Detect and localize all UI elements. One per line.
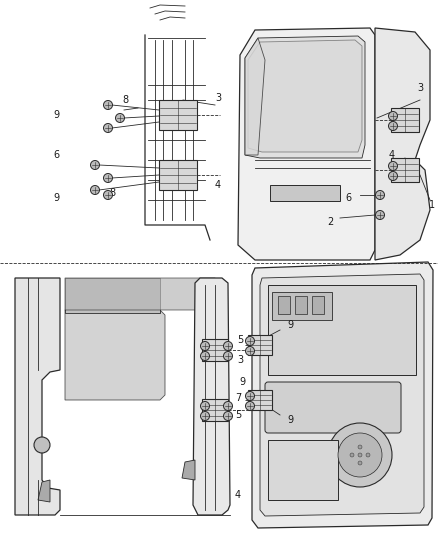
Circle shape — [389, 111, 398, 120]
Text: 9: 9 — [287, 415, 293, 425]
Text: 3: 3 — [417, 83, 423, 93]
Circle shape — [201, 351, 209, 360]
Polygon shape — [252, 262, 433, 528]
Bar — [159, 100, 197, 130]
Polygon shape — [15, 278, 60, 515]
Circle shape — [223, 351, 233, 360]
Polygon shape — [182, 460, 195, 480]
Text: 3: 3 — [215, 93, 221, 103]
Circle shape — [389, 161, 398, 171]
Bar — [391, 108, 419, 132]
Circle shape — [358, 445, 362, 449]
Circle shape — [375, 190, 385, 199]
Bar — [268, 285, 416, 375]
Circle shape — [223, 411, 233, 421]
Text: 2: 2 — [327, 217, 333, 227]
Circle shape — [246, 392, 254, 400]
Text: 9: 9 — [53, 110, 59, 120]
Bar — [312, 296, 324, 314]
Bar — [248, 335, 272, 355]
Polygon shape — [238, 28, 375, 260]
Text: 4: 4 — [389, 150, 395, 160]
Bar — [295, 296, 307, 314]
Circle shape — [358, 453, 362, 457]
Polygon shape — [248, 40, 362, 152]
Polygon shape — [65, 278, 220, 310]
Circle shape — [91, 160, 99, 169]
Bar — [270, 185, 340, 201]
Circle shape — [91, 185, 99, 195]
Bar — [202, 399, 228, 421]
Text: 6: 6 — [345, 193, 351, 203]
Circle shape — [103, 124, 113, 133]
Circle shape — [389, 172, 398, 181]
Polygon shape — [260, 274, 424, 516]
Text: 5: 5 — [237, 335, 243, 345]
Circle shape — [103, 190, 113, 199]
Text: 6: 6 — [53, 150, 59, 160]
Circle shape — [103, 174, 113, 182]
Text: 3: 3 — [237, 355, 243, 365]
Circle shape — [201, 342, 209, 351]
Text: 7: 7 — [235, 393, 241, 403]
Circle shape — [246, 346, 254, 356]
Text: 9: 9 — [287, 320, 293, 330]
Polygon shape — [65, 310, 165, 400]
Text: 8: 8 — [122, 95, 128, 105]
Text: 5: 5 — [235, 410, 241, 420]
Bar — [272, 292, 332, 320]
Bar — [202, 339, 228, 361]
FancyBboxPatch shape — [265, 382, 401, 433]
Bar — [278, 296, 290, 314]
Bar — [65, 278, 160, 313]
Polygon shape — [193, 278, 230, 515]
Circle shape — [34, 437, 50, 453]
Text: 1: 1 — [429, 200, 435, 210]
Circle shape — [116, 114, 124, 123]
Circle shape — [246, 336, 254, 345]
Polygon shape — [375, 28, 430, 260]
Text: 9: 9 — [53, 193, 59, 203]
Circle shape — [375, 211, 385, 220]
Bar — [268, 440, 338, 500]
Circle shape — [366, 453, 370, 457]
Circle shape — [350, 453, 354, 457]
Text: 8: 8 — [109, 188, 115, 198]
Circle shape — [338, 433, 382, 477]
Polygon shape — [245, 36, 365, 158]
Text: 9: 9 — [239, 377, 245, 387]
Circle shape — [103, 101, 113, 109]
Circle shape — [223, 401, 233, 410]
Bar — [248, 390, 272, 410]
Circle shape — [328, 423, 392, 487]
Bar — [391, 158, 419, 182]
Polygon shape — [38, 480, 50, 502]
Circle shape — [389, 122, 398, 131]
Circle shape — [223, 342, 233, 351]
Text: 4: 4 — [235, 490, 241, 500]
Text: 4: 4 — [215, 180, 221, 190]
Circle shape — [358, 461, 362, 465]
Circle shape — [201, 401, 209, 410]
Circle shape — [201, 411, 209, 421]
Circle shape — [246, 401, 254, 410]
Bar — [159, 160, 197, 190]
Polygon shape — [245, 38, 265, 155]
